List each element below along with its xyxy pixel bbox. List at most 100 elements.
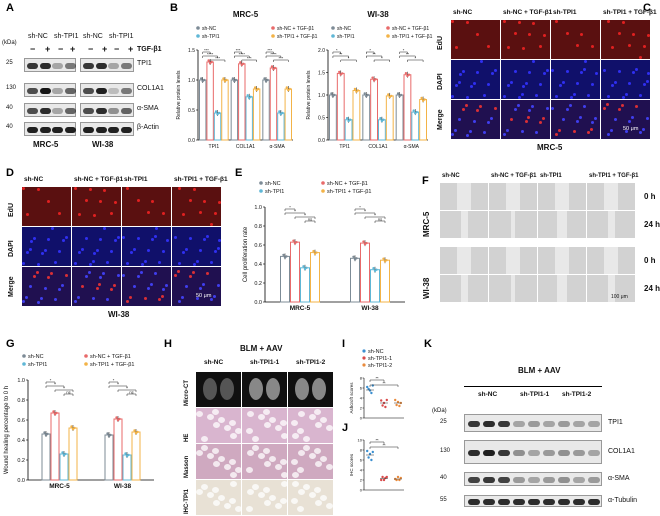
nucleus-dot [569,95,573,99]
k-band [468,477,480,483]
data-point [292,239,295,242]
data-point [366,93,369,97]
y-tick-label: 0.0 [318,138,325,144]
alveolus [269,456,276,462]
nucleus-dot [454,46,458,49]
nucleus-dot [88,188,92,192]
panel-b-label: B [170,2,178,14]
sig-bracket [399,51,408,54]
nucleus-dot [77,213,81,216]
nucleus-dot [188,274,192,278]
histology-image [288,408,333,443]
alveolus [252,484,259,490]
data-point [281,111,284,115]
bar [329,94,337,141]
bar [104,434,114,481]
a-band [52,127,63,133]
alveolus [212,409,219,415]
f-time-label: 24 h [644,220,660,229]
sig-label: * [336,48,338,53]
nucleus-dot [65,273,69,277]
nucleus-dot [572,130,576,134]
y-tick-label: 1.0 [318,93,325,99]
sig-label: **** [239,52,246,57]
sig-label: * [54,382,56,387]
nucleus-dot [50,272,54,276]
nucleus-dot [47,237,51,241]
wound-gap [557,211,567,238]
nucleus-dot [22,187,25,190]
f-col-label: sh-TPI1 [540,173,562,179]
k-band [468,499,480,505]
nucleus-dot [154,272,158,276]
y-tick-label: 0.0 [17,478,25,484]
nucleus-dot [125,261,129,265]
nucleus-dot [476,108,480,112]
sig-label: * [126,386,128,391]
sig-bracket [108,385,128,388]
alveolus [218,417,225,423]
h-col-label: sh-TPI1-1 [250,359,280,366]
nucleus-dot [639,55,643,59]
nucleus-dot [158,260,162,264]
nucleus-dot [632,70,636,74]
y-tick-label: 0 [360,488,363,493]
nucleus-dot [624,92,628,96]
panel-a-label: A [6,2,14,14]
nucleus-dot [565,107,569,111]
y-tick-label: 1.0 [188,78,195,84]
data-point [370,391,373,395]
a-band [108,108,119,114]
alveolus [303,436,310,442]
nucleus-dot [106,298,110,302]
data-point [73,426,76,430]
nucleus-dot [483,93,487,97]
h-row-label: HE [184,433,190,442]
nucleus-dot [176,270,180,274]
nucleus-dot [451,132,454,136]
data-point [352,255,355,258]
nucleus-dot [99,200,103,203]
micro-col-label: sh-NC [453,9,473,16]
data-point [379,117,382,120]
k-band [543,450,555,456]
micro-col-label: sh-TPI1 [124,176,148,183]
alveolus [292,433,299,439]
alveolus [314,448,321,454]
bar [352,90,361,141]
sig-label: ** [339,52,343,57]
histology-image [242,372,287,407]
y-tick-label: 0.0 [188,138,195,144]
data-point [288,87,291,91]
alveolus [298,411,305,417]
y-axis-label: IHC scores [349,453,354,476]
y-tick-label: 1.5 [188,48,195,54]
nucleus-dot [587,93,591,97]
a-blot-strip [80,58,134,72]
data-point [423,98,426,101]
data-point [115,416,118,419]
bar [362,94,371,141]
nucleus-dot [539,82,543,86]
data-point [282,253,285,257]
histology-image [196,372,241,407]
bar [419,99,428,141]
x-tick-label: COL1A1 [236,144,255,150]
nucleus-dot [199,248,203,252]
data-point [70,425,73,428]
data-point [333,93,336,97]
data-point [395,403,398,407]
a-band [120,88,132,94]
a-band [27,63,38,69]
nucleus-dot [91,259,95,263]
y-tick-label: 1.5 [318,71,325,77]
nucleus-dot [136,236,140,240]
legend-label: sh-NC [368,349,384,355]
wound-gap [555,183,569,210]
sig-bracket [407,59,424,62]
a-marker: 40 [6,105,13,111]
a-band [108,63,119,69]
micro-col-label: sh-NC [24,176,44,183]
nucleus-dot [188,198,192,202]
sig-label: * [348,56,350,61]
